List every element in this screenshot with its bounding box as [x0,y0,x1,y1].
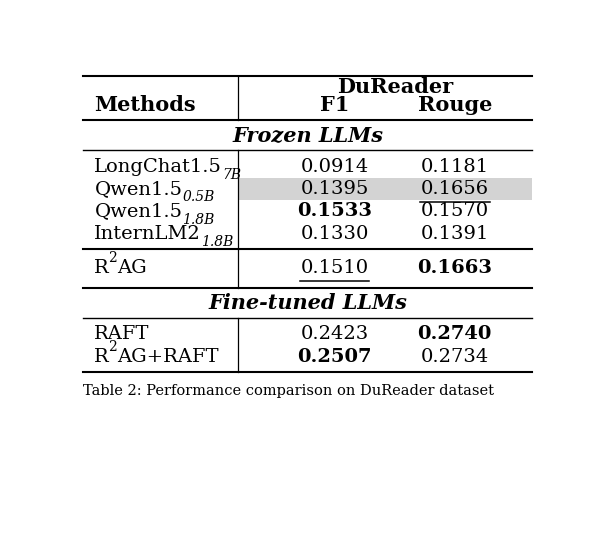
Text: 1.8B: 1.8B [201,235,233,249]
Text: 0.1510: 0.1510 [301,259,368,277]
Text: R: R [94,259,109,277]
Text: 0.2734: 0.2734 [421,348,489,366]
Text: 2: 2 [109,340,117,354]
Text: 7B: 7B [222,168,241,182]
Text: Qwen1.5: Qwen1.5 [94,180,182,198]
Text: 0.1330: 0.1330 [301,225,369,243]
Text: R: R [94,348,109,366]
Text: 0.2740: 0.2740 [418,326,492,344]
Text: 0.0914: 0.0914 [301,158,369,175]
Text: Rouge: Rouge [418,95,492,115]
Text: 0.1181: 0.1181 [421,158,489,175]
Text: RAFT: RAFT [94,326,150,344]
Text: 0.1395: 0.1395 [301,180,369,198]
Text: 2: 2 [109,252,117,265]
Text: 0.2507: 0.2507 [298,348,372,366]
Bar [239,178,532,200]
Text: LongChat1.5: LongChat1.5 [94,158,222,175]
Text: Fine-tuned LLMs: Fine-tuned LLMs [208,293,407,313]
Text: Table 2: Performance comparison on DuReader dataset: Table 2: Performance comparison on DuRea… [83,385,494,398]
Text: F1: F1 [320,95,349,115]
Text: DuReader: DuReader [337,77,453,98]
Text: Methods: Methods [94,95,196,115]
Text: 0.1533: 0.1533 [297,202,372,220]
Text: Frozen LLMs: Frozen LLMs [232,125,383,145]
Text: AG+RAFT: AG+RAFT [117,348,218,366]
Text: InternLM2: InternLM2 [94,225,201,243]
Text: 0.1663: 0.1663 [417,259,492,277]
Text: 1.8B: 1.8B [182,213,215,227]
Text: Qwen1.5: Qwen1.5 [94,202,182,220]
Text: AG: AG [117,259,146,277]
Text: 0.5B: 0.5B [182,191,215,204]
Text: 0.1570: 0.1570 [421,202,489,220]
Text: 0.2423: 0.2423 [301,326,369,344]
Text: 0.1656: 0.1656 [421,180,489,198]
Text: 0.1391: 0.1391 [421,225,489,243]
